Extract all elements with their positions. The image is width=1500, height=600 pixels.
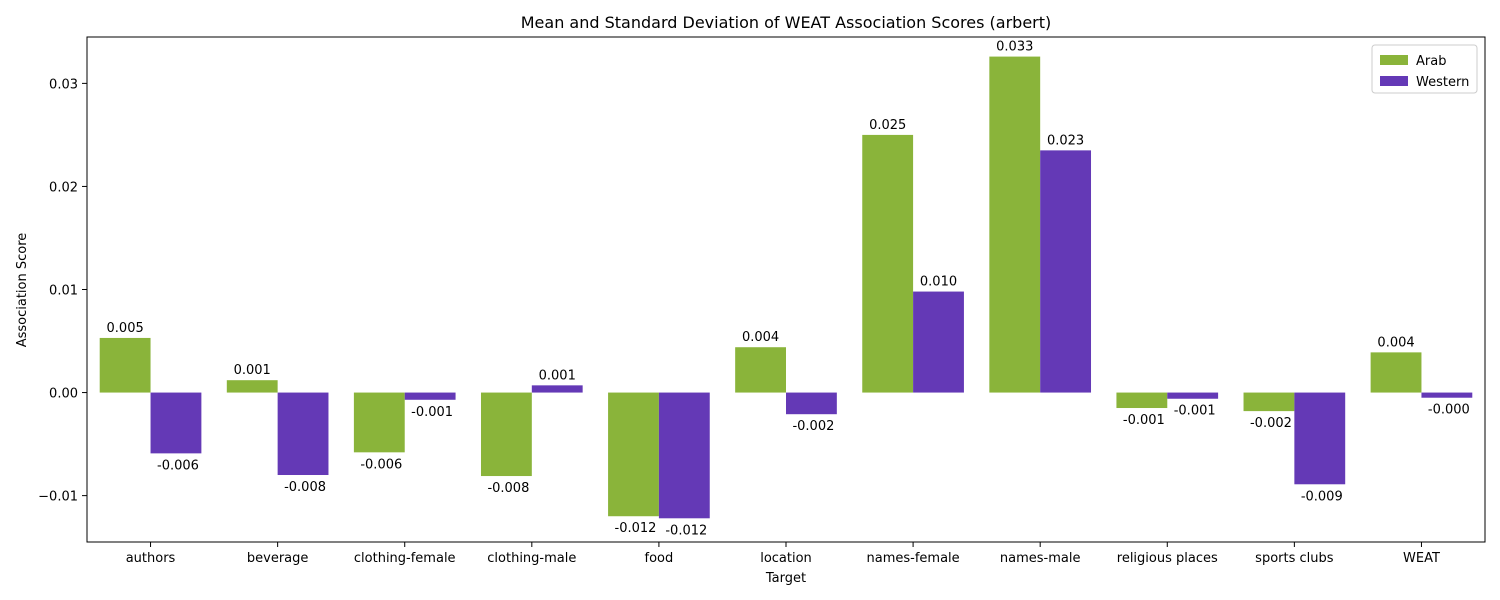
x-tick-label: WEAT — [1403, 551, 1440, 566]
bar-value-label: -0.001 — [1123, 413, 1165, 428]
x-tick-label: food — [645, 551, 674, 566]
bar-western-names-female — [913, 291, 964, 393]
bar-arab-clothing-male — [480, 392, 532, 477]
y-tick-label: 0.02 — [49, 180, 78, 195]
bar-value-label: -0.008 — [284, 480, 326, 495]
x-axis-label: Target — [765, 571, 806, 586]
y-tick-label: 0.03 — [49, 77, 78, 92]
bar-arab-weat — [1370, 352, 1422, 393]
x-tick-label: names-male — [1000, 551, 1081, 566]
chart-title: Mean and Standard Deviation of WEAT Asso… — [521, 13, 1052, 32]
bar-arab-authors — [99, 337, 151, 393]
bar-value-label: 0.025 — [869, 118, 906, 133]
bar-arab-food — [608, 392, 659, 517]
x-tick-label: location — [760, 551, 812, 566]
bar-arab-names-female — [862, 134, 914, 393]
bar-value-label: -0.008 — [487, 481, 529, 496]
bar-value-label: -0.009 — [1301, 489, 1343, 504]
bar-arab-beverage — [226, 380, 278, 393]
y-axis-label: Association Score — [15, 233, 30, 348]
bar-value-label: -0.000 — [1428, 403, 1470, 418]
bar-western-weat — [1421, 392, 1473, 398]
bar-value-label: 0.033 — [996, 40, 1033, 55]
bar-value-label: -0.001 — [1174, 404, 1216, 419]
x-tick-label: names-female — [867, 551, 960, 566]
bar-western-beverage — [277, 392, 329, 476]
legend-swatch-western — [1380, 76, 1408, 86]
bar-western-food — [658, 392, 710, 519]
bar-value-label: 0.001 — [234, 363, 271, 378]
bar-value-label: -0.002 — [1250, 416, 1292, 431]
bar-arab-sports-clubs — [1243, 392, 1295, 412]
y-tick-label: −0.01 — [38, 490, 78, 505]
x-tick-label: clothing-female — [354, 551, 456, 566]
x-tick-label: authors — [126, 551, 176, 566]
bar-value-label: 0.004 — [1377, 335, 1414, 350]
bar-value-label: -0.012 — [665, 523, 707, 538]
bar-western-names-male — [1040, 150, 1092, 393]
y-tick-label: 0.01 — [49, 284, 78, 299]
bar-value-label: 0.023 — [1047, 133, 1084, 148]
y-axis: −0.01 0.00 0.01 0.02 0.03 — [38, 77, 87, 505]
bar-value-label: 0.001 — [539, 368, 576, 383]
bar-western-sports-clubs — [1294, 392, 1346, 485]
x-tick-label: sports clubs — [1255, 551, 1334, 566]
bar-western-clothing-female — [404, 392, 456, 400]
legend: Arab Western — [1371, 44, 1478, 94]
x-tick-label: beverage — [247, 551, 309, 566]
bar-value-label: 0.005 — [107, 321, 144, 336]
x-axis: authors beverage clothing-female clothing-m… — [126, 542, 1440, 566]
bars — [99, 56, 1473, 519]
bar-western-religious-places — [1167, 392, 1219, 399]
bar-value-label: -0.001 — [411, 405, 453, 420]
bar-value-label: -0.006 — [157, 458, 199, 473]
bar-value-label: 0.010 — [920, 275, 957, 290]
legend-label-arab: Arab — [1416, 54, 1446, 69]
bar-arab-location — [735, 347, 786, 393]
x-tick-label: clothing-male — [487, 551, 576, 566]
bar-value-label: -0.006 — [360, 457, 402, 472]
bar-western-clothing-male — [531, 385, 583, 393]
bar-arab-religious-places — [1116, 392, 1168, 409]
y-tick-label: 0.00 — [49, 387, 78, 402]
legend-swatch-arab — [1380, 55, 1408, 65]
bar-western-authors — [150, 392, 202, 454]
bar-value-label: -0.012 — [615, 521, 657, 536]
bar-labels: 0.005 0.001 -0.006 -0.008 -0.012 0.004 0.025 0.… — [107, 40, 1470, 539]
bar-arab-clothing-female — [353, 392, 405, 453]
bar-value-label: -0.002 — [792, 419, 834, 434]
bar-value-label: 0.004 — [742, 330, 779, 345]
x-tick-label: religious places — [1117, 551, 1218, 566]
bar-arab-names-male — [989, 56, 1041, 393]
legend-label-western: Western — [1416, 75, 1469, 90]
bar-western-location — [786, 392, 837, 415]
